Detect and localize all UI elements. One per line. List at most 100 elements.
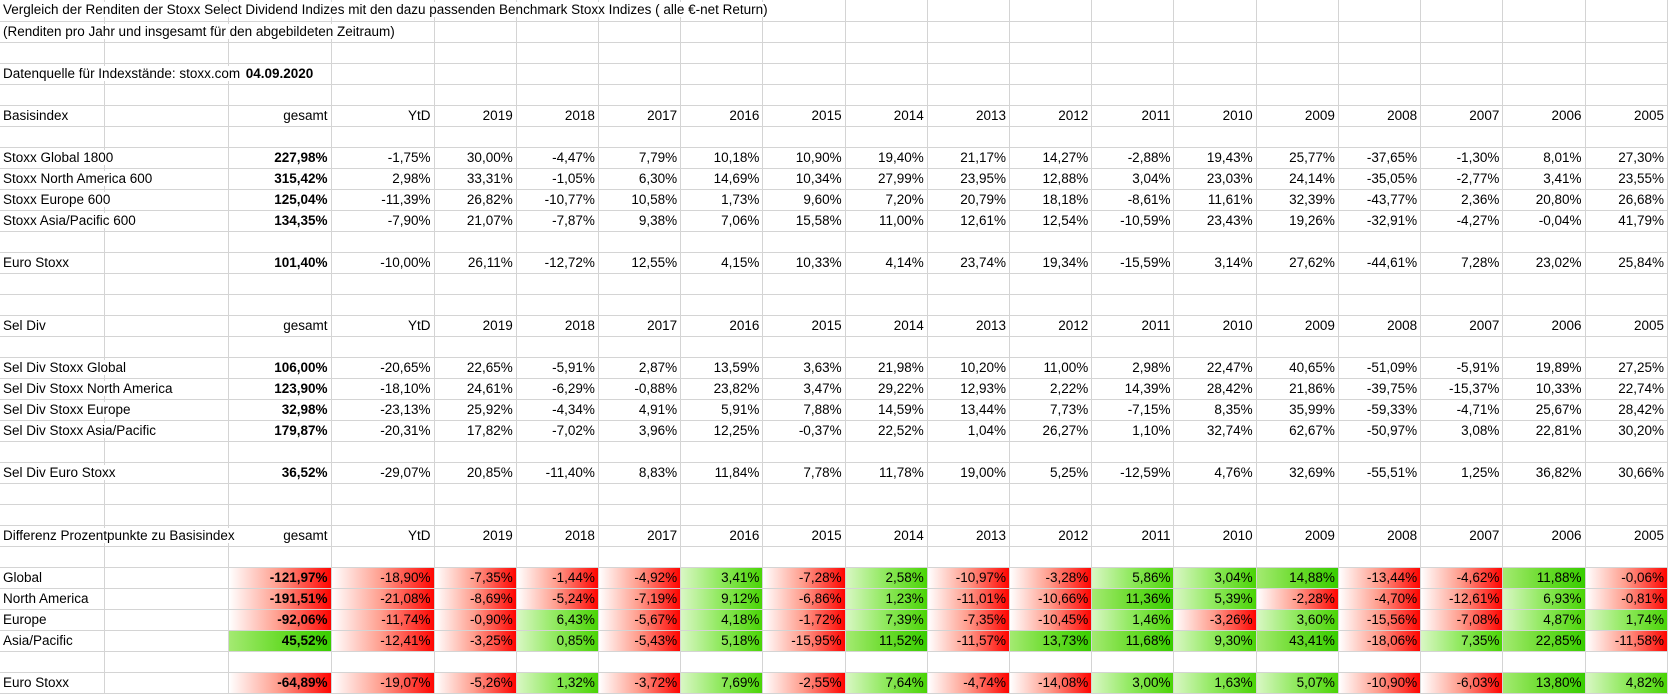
value-cell[interactable]: -10,66% [1009, 588, 1093, 610]
value-cell[interactable]: -0,88% [598, 378, 682, 400]
empty-cell[interactable] [228, 273, 332, 295]
empty-cell[interactable] [1420, 126, 1504, 148]
empty-cell[interactable] [1338, 294, 1422, 316]
empty-cell[interactable] [927, 42, 1011, 64]
column-header-cell[interactable]: 2014 [845, 315, 928, 337]
value-cell[interactable]: 19,00% [927, 462, 1011, 484]
value-cell[interactable]: 11,61% [1173, 189, 1257, 211]
empty-cell[interactable] [680, 63, 764, 85]
column-header-cell[interactable]: 2010 [1173, 315, 1257, 337]
value-cell[interactable]: 28,42% [1585, 399, 1668, 421]
value-cell[interactable]: -32,91% [1338, 210, 1422, 232]
column-header-cell[interactable]: 2018 [516, 315, 599, 337]
value-cell[interactable]: 1,04% [927, 420, 1011, 442]
value-cell[interactable]: 2,98% [1091, 357, 1175, 379]
empty-cell[interactable] [598, 231, 682, 253]
value-cell[interactable]: -10,77% [516, 189, 599, 211]
empty-cell[interactable] [927, 336, 1011, 358]
empty-cell[interactable] [927, 294, 1011, 316]
empty-cell[interactable] [1502, 546, 1586, 568]
empty-cell[interactable] [762, 21, 846, 43]
value-cell[interactable]: 23,43% [1173, 210, 1257, 232]
value-cell[interactable]: 41,79% [1585, 210, 1668, 232]
value-cell[interactable]: -39,75% [1338, 378, 1422, 400]
value-cell[interactable]: 1,10% [1091, 420, 1175, 442]
empty-cell[interactable] [598, 42, 682, 64]
empty-cell[interactable] [516, 42, 599, 64]
value-cell[interactable]: 24,14% [1256, 168, 1339, 190]
value-cell[interactable]: 5,39% [1173, 588, 1257, 610]
empty-cell[interactable] [927, 651, 1011, 673]
empty-cell[interactable] [104, 483, 229, 505]
empty-cell[interactable] [1256, 231, 1339, 253]
column-header-cell[interactable]: 2009 [1256, 105, 1339, 127]
empty-cell[interactable] [104, 441, 229, 463]
value-cell[interactable]: 7,06% [680, 210, 764, 232]
empty-cell[interactable] [1585, 546, 1668, 568]
value-cell[interactable]: 11,84% [680, 462, 764, 484]
value-cell[interactable]: -5,43% [598, 630, 682, 652]
empty-cell[interactable] [1420, 42, 1504, 64]
value-cell[interactable]: -4,70% [1338, 588, 1422, 610]
value-cell[interactable]: -18,06% [1338, 630, 1422, 652]
value-cell[interactable]: 23,03% [1173, 168, 1257, 190]
value-cell[interactable]: 10,58% [598, 189, 682, 211]
empty-cell[interactable] [680, 21, 764, 43]
value-cell[interactable]: -10,45% [1009, 609, 1093, 631]
empty-cell[interactable] [927, 441, 1011, 463]
column-header-cell[interactable]: 2015 [762, 105, 846, 127]
value-cell[interactable]: -7,15% [1091, 399, 1175, 421]
empty-cell[interactable] [516, 651, 599, 673]
empty-cell[interactable] [1009, 63, 1093, 85]
empty-cell[interactable] [104, 609, 229, 631]
column-header-cell[interactable]: 2007 [1420, 525, 1504, 547]
value-cell[interactable]: -37,65% [1338, 147, 1422, 169]
value-cell[interactable]: 12,54% [1009, 210, 1093, 232]
value-cell[interactable]: 3,04% [1091, 168, 1175, 190]
column-header-cell[interactable]: gesamt [228, 315, 332, 337]
value-cell[interactable]: 5,91% [680, 399, 764, 421]
empty-cell[interactable] [0, 126, 105, 148]
value-cell[interactable]: -7,35% [434, 567, 517, 589]
empty-cell[interactable] [1256, 63, 1339, 85]
value-cell[interactable]: 8,83% [598, 462, 682, 484]
value-cell[interactable]: 19,89% [1502, 357, 1586, 379]
empty-cell[interactable] [680, 546, 764, 568]
value-cell[interactable]: 2,98% [331, 168, 435, 190]
empty-cell[interactable] [516, 126, 599, 148]
value-cell[interactable]: 5,86% [1091, 567, 1175, 589]
value-cell[interactable]: 10,90% [762, 147, 846, 169]
empty-cell[interactable] [1338, 504, 1422, 526]
empty-cell[interactable] [331, 651, 435, 673]
source-label[interactable]: Datenquelle für Indexstände: stoxx.com [0, 63, 243, 85]
empty-cell[interactable] [434, 231, 517, 253]
empty-cell[interactable] [1502, 126, 1586, 148]
value-cell[interactable]: 19,43% [1173, 147, 1257, 169]
column-header-cell[interactable]: 2011 [1091, 315, 1175, 337]
empty-cell[interactable] [104, 651, 229, 673]
value-cell[interactable]: 22,85% [1502, 630, 1586, 652]
empty-cell[interactable] [228, 546, 332, 568]
empty-cell[interactable] [762, 336, 846, 358]
value-cell[interactable]: 36,52% [228, 462, 332, 484]
empty-cell[interactable] [680, 651, 764, 673]
value-cell[interactable]: 13,59% [680, 357, 764, 379]
empty-cell[interactable] [845, 441, 928, 463]
column-header-cell[interactable]: 2017 [598, 105, 682, 127]
value-cell[interactable]: -7,90% [331, 210, 435, 232]
value-cell[interactable]: 3,60% [1256, 609, 1339, 631]
value-cell[interactable]: -11,74% [331, 609, 435, 631]
value-cell[interactable]: 1,23% [845, 588, 928, 610]
empty-cell[interactable] [516, 21, 599, 43]
value-cell[interactable]: 106,00% [228, 357, 332, 379]
value-cell[interactable]: -11,40% [516, 462, 599, 484]
value-cell[interactable]: 6,30% [598, 168, 682, 190]
value-cell[interactable]: 3,04% [1173, 567, 1257, 589]
empty-cell[interactable] [0, 42, 105, 64]
empty-cell[interactable] [762, 273, 846, 295]
value-cell[interactable]: -7,87% [516, 210, 599, 232]
value-cell[interactable]: -15,56% [1338, 609, 1422, 631]
value-cell[interactable]: 9,30% [1173, 630, 1257, 652]
value-cell[interactable]: 33,31% [434, 168, 517, 190]
value-cell[interactable]: 25,84% [1585, 252, 1668, 274]
